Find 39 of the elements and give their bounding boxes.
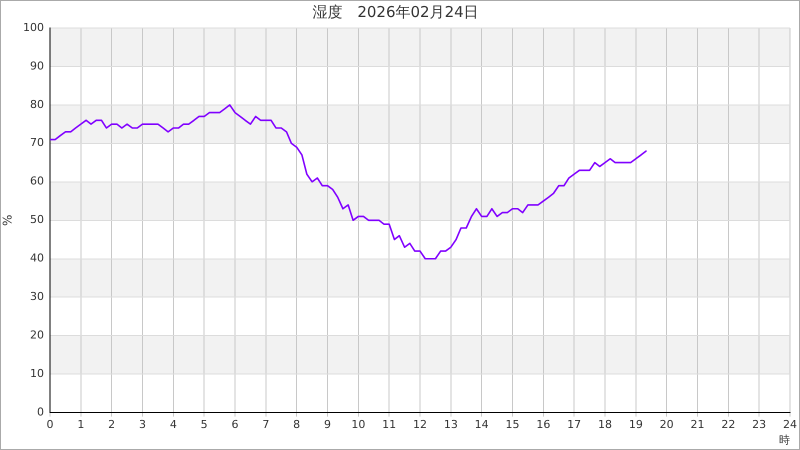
x-tick-label: 21 [690, 418, 704, 432]
x-tick-label: 17 [567, 418, 582, 432]
x-tick-label: 4 [170, 418, 177, 432]
x-tick-label: 18 [598, 418, 612, 432]
x-tick-label: 10 [351, 418, 366, 432]
x-tick-label: 20 [660, 418, 674, 432]
y-tick-label: 90 [30, 59, 44, 72]
y-tick-label: 10 [30, 367, 44, 380]
x-tick-label: 0 [46, 418, 54, 432]
x-tick-label: 22 [721, 418, 736, 432]
chart-title: 湿度 2026年02月24日 [312, 2, 479, 21]
x-tick-label: 2 [108, 418, 116, 432]
x-tick-label: 16 [536, 418, 550, 432]
x-tick-label: 23 [752, 418, 766, 432]
x-tick-label: 5 [200, 418, 208, 432]
x-tick-label: 24 [783, 418, 797, 432]
x-tick-label: 8 [293, 418, 300, 432]
x-axis-title: 時 [779, 433, 790, 446]
y-tick-label: 30 [30, 290, 44, 304]
y-tick-label: 70 [30, 136, 44, 150]
x-tick-label: 6 [232, 418, 238, 432]
y-tick-label: 80 [30, 98, 44, 111]
y-tick-label: 20 [30, 328, 44, 342]
x-tick-label: 9 [324, 418, 331, 432]
y-axis-title: % [0, 214, 14, 226]
x-tick-label: 13 [444, 418, 458, 432]
x-tick-label: 15 [506, 418, 520, 432]
x-tick-label: 1 [77, 418, 84, 432]
x-tick-label: 19 [628, 418, 643, 432]
x-tick-label: 3 [139, 418, 146, 432]
y-tick-label: 100 [23, 20, 44, 34]
x-tick-label: 14 [474, 418, 489, 432]
y-tick-label: 0 [37, 405, 44, 418]
y-tick-label: 60 [30, 174, 44, 188]
y-tick-label: 50 [30, 213, 44, 226]
x-tick-label: 12 [413, 418, 427, 432]
y-tick-label: 40 [30, 252, 44, 265]
x-tick-label: 7 [262, 418, 270, 432]
x-tick-label: 11 [382, 418, 396, 432]
